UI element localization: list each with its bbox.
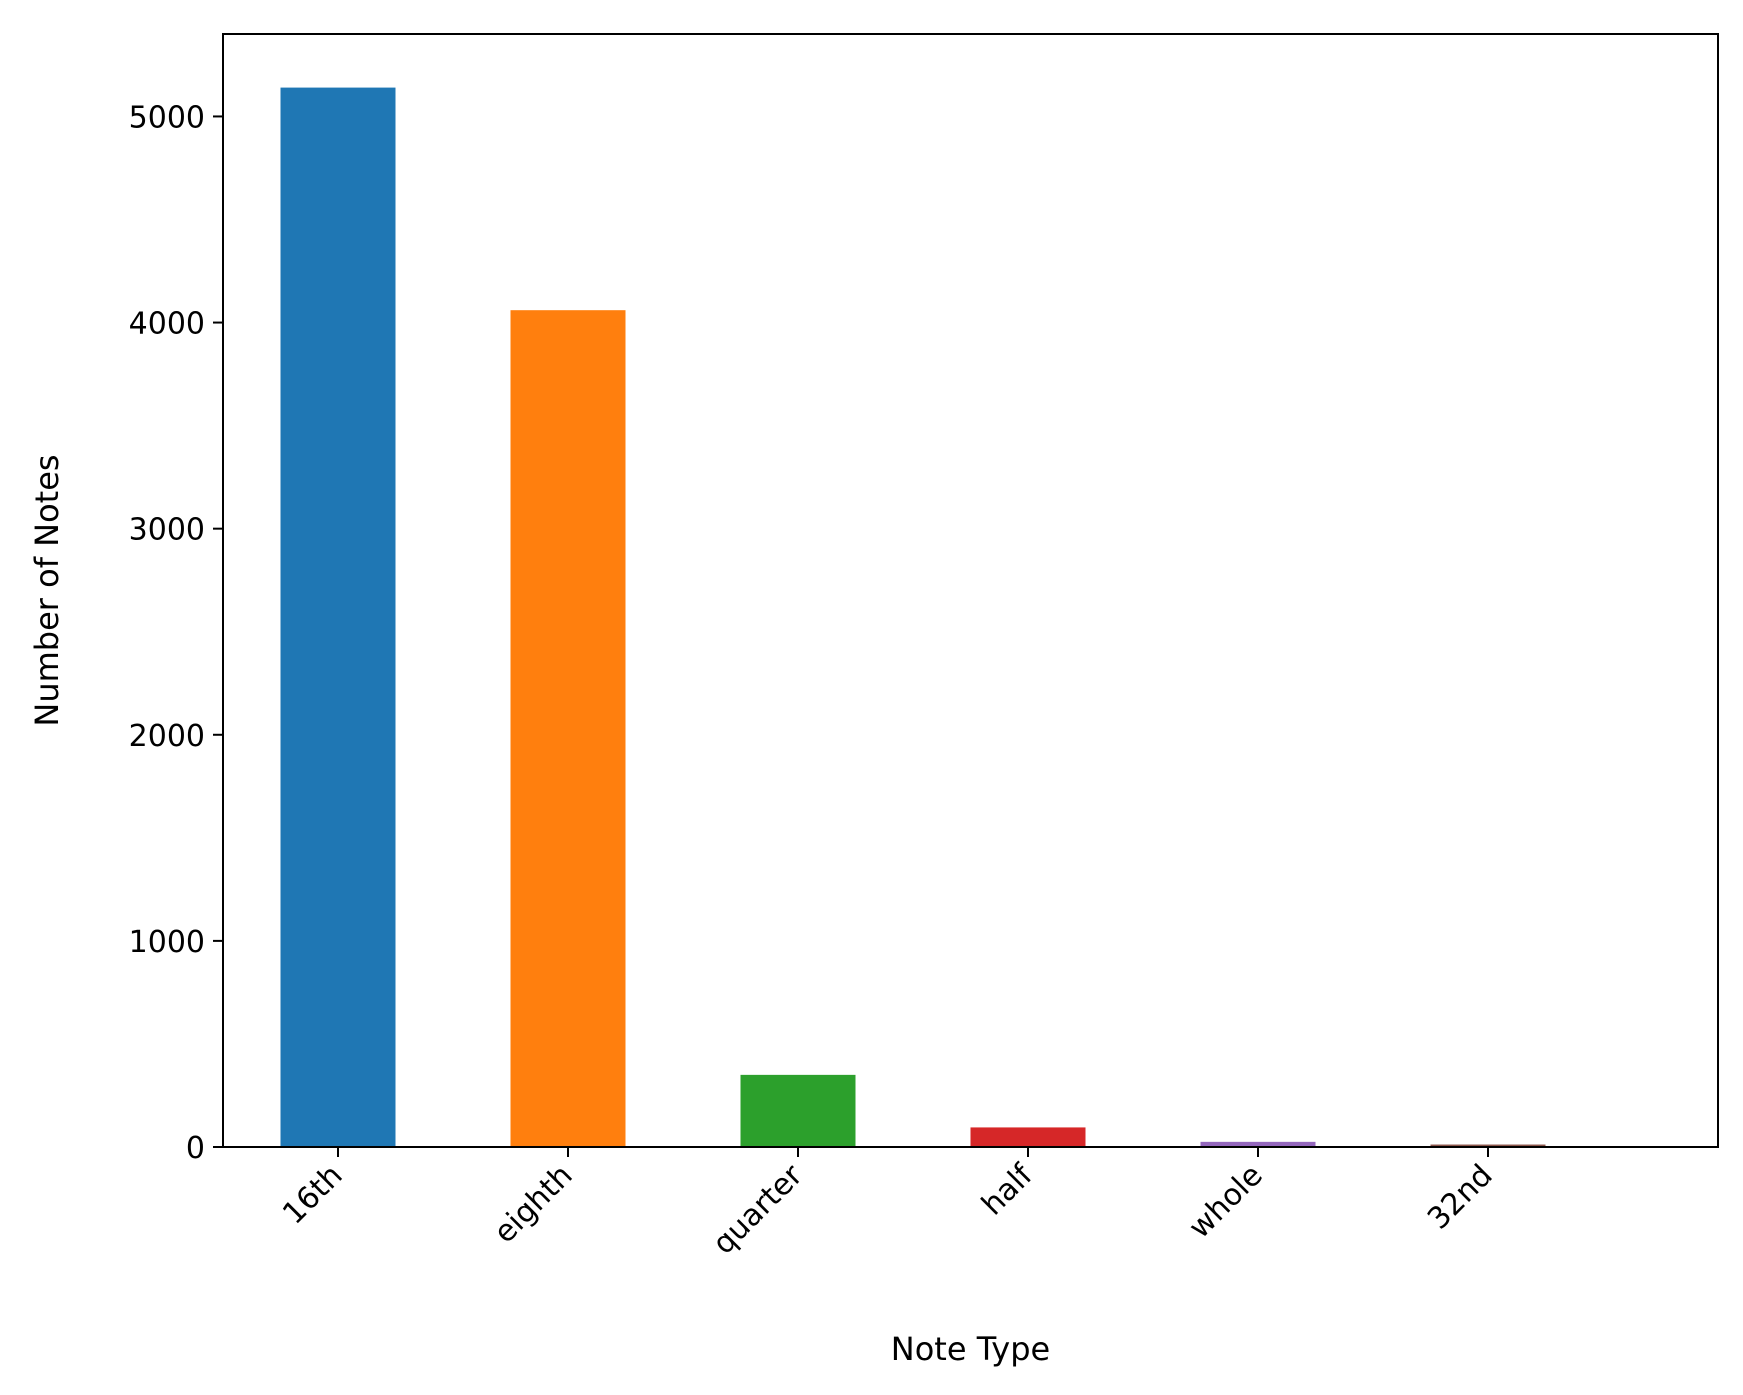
bar-32nd — [1430, 1144, 1546, 1147]
bar-16th — [280, 87, 396, 1148]
y-tick-label: 3000 — [129, 513, 205, 548]
y-axis-label: Number of Notes — [28, 454, 66, 726]
bar-whole — [1200, 1141, 1316, 1147]
y-axis-ticks: 0 1000 2000 3000 4000 5000 — [129, 100, 223, 1166]
y-tick-label: 2000 — [129, 719, 205, 754]
bar-half — [970, 1127, 1086, 1147]
bars-group — [280, 87, 1546, 1148]
y-tick-label: 4000 — [129, 307, 205, 342]
bar-eighth — [510, 310, 626, 1147]
x-axis-label: Note Type — [891, 1330, 1050, 1368]
y-tick-label: 0 — [186, 1131, 205, 1166]
y-tick-label: 5000 — [129, 100, 205, 135]
bar-quarter — [740, 1074, 856, 1147]
y-tick-label: 1000 — [129, 925, 205, 960]
plot-frame — [222, 33, 1719, 1148]
